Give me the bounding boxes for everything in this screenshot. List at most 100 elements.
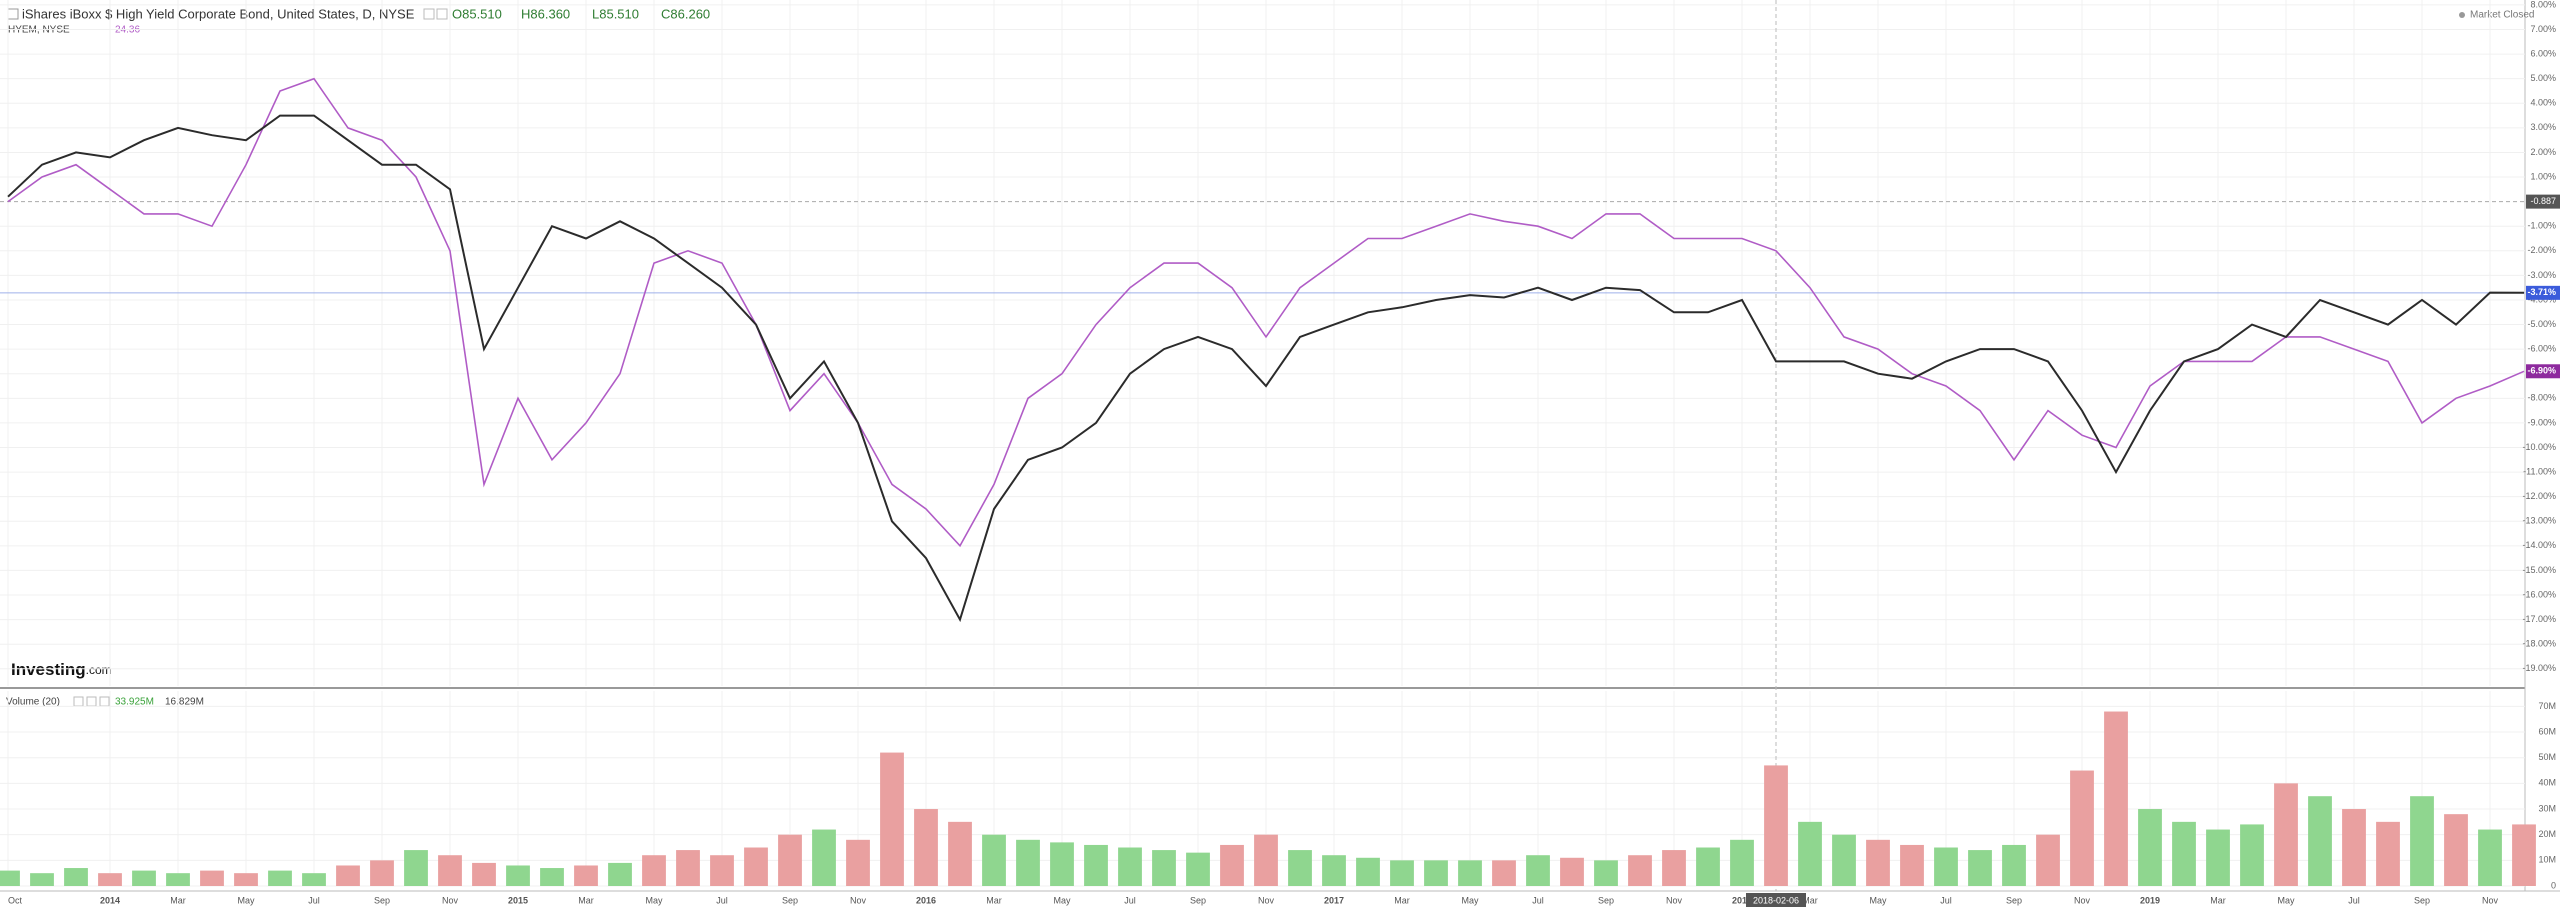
volume-tick-label: 30M xyxy=(2538,803,2556,813)
volume-tick-label: 60M xyxy=(2538,726,2556,736)
marks xyxy=(0,77,2536,886)
volume-bar xyxy=(608,862,632,886)
y-tick-label: -17.00% xyxy=(2522,614,2556,624)
volume-bar xyxy=(30,873,54,886)
volume-bar xyxy=(1798,821,1822,886)
open: O85.510 xyxy=(452,6,502,21)
y-tick-label: -5.00% xyxy=(2527,319,2556,329)
volume-bar xyxy=(1968,850,1992,886)
y-tick-label: -16.00% xyxy=(2522,589,2556,599)
volume-bar xyxy=(2206,829,2230,886)
x-tick-label: Sep xyxy=(374,895,390,905)
volume-bar xyxy=(1220,844,1244,886)
volume-bar xyxy=(200,870,224,886)
y-tick-label: -10.00% xyxy=(2522,442,2556,452)
volume-bar xyxy=(1118,847,1142,886)
x-tick-label: Nov xyxy=(442,895,459,905)
x-tick-label: Sep xyxy=(1190,895,1206,905)
x-tick-label: Nov xyxy=(1258,895,1275,905)
x-tick-label: Sep xyxy=(2006,895,2022,905)
crosshair-value: -0.887 xyxy=(2530,196,2556,206)
settings-icon[interactable] xyxy=(423,8,435,20)
volume-bar xyxy=(744,847,768,886)
volume-bar xyxy=(540,868,564,886)
series-line xyxy=(7,114,2525,623)
x-tick-label: Jul xyxy=(1124,895,1136,905)
x-tick-label: 2017 xyxy=(1324,895,1344,905)
volume-bar xyxy=(1050,842,1074,886)
x-tick-label: Jul xyxy=(308,895,320,905)
y-tick-label: 3.00% xyxy=(2530,122,2556,132)
x-tick-label: Sep xyxy=(2414,895,2430,905)
volume-tick-label: 70M xyxy=(2538,701,2556,711)
volume-bar xyxy=(1288,850,1312,886)
x-tick-label: May xyxy=(2277,895,2295,905)
volume-bar xyxy=(710,855,734,886)
last-value-badge xyxy=(2526,364,2560,379)
volume-bar xyxy=(302,873,326,886)
y-tick-label: -12.00% xyxy=(2522,491,2556,501)
x-tick-label: Mar xyxy=(1802,895,1818,905)
compare-label: HYEM, NYSE xyxy=(8,25,70,36)
y-tick-label: -6.00% xyxy=(2527,344,2556,354)
volume-bar xyxy=(132,870,156,886)
x-tick-label: May xyxy=(1053,895,1071,905)
volume-bar xyxy=(1526,855,1550,886)
volume-bar xyxy=(2308,796,2332,886)
volume-bar xyxy=(1866,839,1890,886)
volume-tick-label: 10M xyxy=(2538,855,2556,865)
y-tick-label: 4.00% xyxy=(2530,98,2556,108)
volume-bar xyxy=(506,865,530,886)
crosshair-badge xyxy=(2526,194,2560,209)
volume-label: Volume (20) xyxy=(6,697,60,708)
x-tick-label: May xyxy=(645,895,663,905)
x-tick-label: 2015 xyxy=(508,895,528,905)
x-tick-label: Mar xyxy=(1394,895,1410,905)
market-status: Market Closed xyxy=(2470,10,2534,21)
y-tick-label: 6.00% xyxy=(2530,48,2556,58)
y-tick-label: 2.00% xyxy=(2530,147,2556,157)
x-tick-label: Jul xyxy=(1532,895,1544,905)
volume-bar xyxy=(1934,847,1958,886)
y-tick-label: -11.00% xyxy=(2523,466,2556,476)
logo: Investing.com xyxy=(11,660,112,679)
volume-bar xyxy=(914,809,938,886)
logo-suffix: .com xyxy=(86,663,112,677)
volume-bar xyxy=(1662,850,1686,886)
volume-bar xyxy=(880,752,904,886)
volume-tick-label: 40M xyxy=(2538,778,2556,788)
volume-bar xyxy=(2444,814,2468,886)
last-value-badge xyxy=(2526,285,2560,300)
grid xyxy=(0,0,2525,891)
volume-average-reading: 16.829M xyxy=(165,697,204,708)
y-tick-label: 7.00% xyxy=(2530,24,2556,34)
volume-bar xyxy=(2036,834,2060,886)
x-tick-label: Nov xyxy=(2482,895,2499,905)
y-tick-label: -3.00% xyxy=(2527,270,2556,280)
volume-bar xyxy=(948,821,972,886)
y-tick-label: -18.00% xyxy=(2522,639,2556,649)
volume-bar xyxy=(2512,824,2536,886)
x-tick-label: 2018 xyxy=(1732,895,1752,905)
volume-bar xyxy=(234,873,258,886)
volume-bar xyxy=(2410,796,2434,886)
volume-bar xyxy=(268,870,292,886)
volume-bar xyxy=(0,870,20,886)
x-tick-label: Mar xyxy=(578,895,594,905)
volume-bar xyxy=(2104,711,2128,886)
volume-bar xyxy=(642,855,666,886)
x-tick-label: Sep xyxy=(782,895,798,905)
volume-bar xyxy=(1730,839,1754,886)
crosshair-date-badge xyxy=(1746,893,1806,907)
volume-bar xyxy=(2172,821,2196,886)
volume-bar xyxy=(982,834,1006,886)
status-dot xyxy=(2459,12,2465,18)
x-tick-label: May xyxy=(1461,895,1479,905)
close-icon[interactable] xyxy=(436,8,448,20)
volume-bar xyxy=(1900,844,1924,886)
y-tick-label: -2.00% xyxy=(2527,245,2556,255)
volume-bar xyxy=(1254,834,1278,886)
x-tick-label: May xyxy=(237,895,255,905)
